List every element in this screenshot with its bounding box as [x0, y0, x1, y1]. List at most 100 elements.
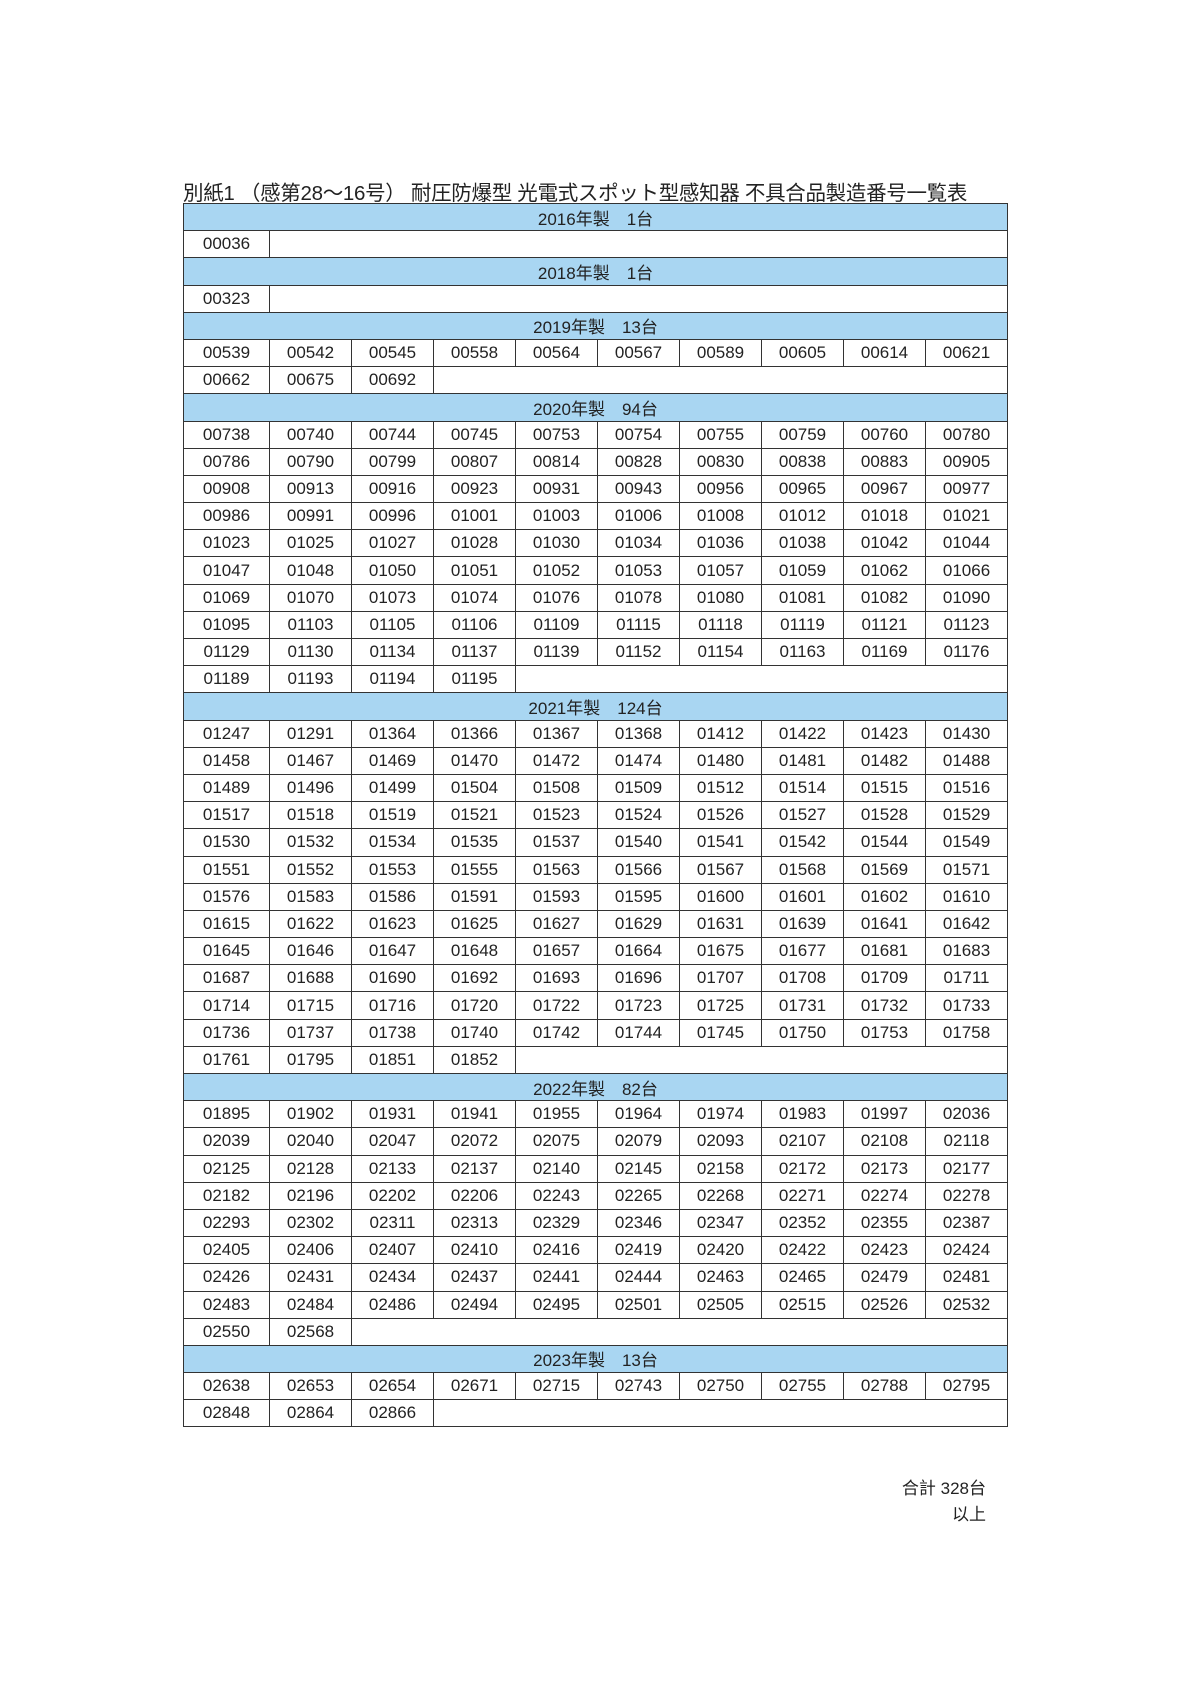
serial-number-cell: 00838	[761, 447, 844, 476]
table-row: 01736 01737 01738 01740 01742 01744 01745 01750…	[183, 1018, 1009, 1047]
table-row: 01095 01103 01105 01106 01109 01115 01118 01119…	[183, 610, 1009, 640]
table-row: 01687 01688 01690 01692 01693 01696 01707 01708…	[183, 964, 1009, 993]
serial-number-cell: 01692	[433, 964, 516, 993]
serial-number-cell: 01532	[269, 828, 352, 857]
serial-number-cell: 01955	[515, 1100, 598, 1129]
section-header-row: 2018年製 1台	[182, 257, 1009, 286]
serial-number-cell: 02206	[433, 1181, 516, 1210]
table-row: 01615 01622 01623 01625 01627 01629 01631 01639…	[183, 909, 1009, 939]
serial-number-cell: 01517	[183, 801, 270, 830]
table-row: 00036	[183, 230, 1009, 259]
serial-number-cell: 01119	[761, 610, 844, 640]
table-row: 01714 01715 01716 01720 01722 01723 01725 01731…	[183, 991, 1009, 1020]
serial-number-cell: 01152	[597, 637, 680, 667]
serial-number-cell: 01134	[351, 637, 434, 667]
serial-number-cell: 02550	[183, 1317, 270, 1346]
serial-number-cell: 02465	[761, 1263, 844, 1292]
serial-number-cell: 01648	[433, 937, 516, 966]
serial-number-cell: 01095	[183, 610, 270, 640]
serial-number-cell: 01736	[183, 1018, 270, 1047]
serial-number-cell: 00675	[269, 366, 352, 395]
serial-number-cell: 00539	[183, 338, 270, 368]
serial-number-cell: 01129	[183, 637, 270, 667]
serial-number-cell: 01753	[843, 1018, 926, 1047]
serial-number-cell: 02484	[269, 1290, 352, 1319]
serial-number-cell: 00558	[433, 338, 516, 368]
serial-number-cell: 02271	[761, 1181, 844, 1210]
serial-number-cell: 01563	[515, 855, 598, 884]
empty-cell	[432, 1399, 1009, 1428]
serial-number-cell: 00883	[843, 447, 926, 476]
serial-number-cell: 02419	[597, 1236, 680, 1265]
serial-number-cell: 01526	[679, 801, 762, 830]
serial-number-cell: 02515	[761, 1290, 844, 1319]
serial-number-cell: 01750	[761, 1018, 844, 1047]
table-row: 01645 01646 01647 01648 01657 01664 01675 01677…	[183, 937, 1009, 966]
serial-number-cell: 01529	[924, 801, 1009, 830]
serial-number-cell: 02653	[269, 1372, 352, 1401]
empty-cell	[432, 366, 1009, 395]
table-row: 02125 02128 02133 02137 02140 02145 02158 02172…	[183, 1154, 1009, 1183]
table-row: 01458 01467 01469 01470 01472 01474 01480 01481…	[183, 746, 1009, 775]
serial-number-cell: 02036	[924, 1100, 1009, 1129]
serial-number-cell: 01247	[183, 719, 270, 748]
serial-number-cell: 01008	[679, 502, 762, 531]
serial-number-cell: 01602	[843, 882, 926, 911]
serial-number-cell: 01625	[433, 909, 516, 939]
serial-number-cell: 02118	[924, 1127, 1009, 1156]
serial-number-cell: 01121	[843, 610, 926, 640]
serial-number-cell: 01542	[761, 828, 844, 857]
serial-number-cell: 01023	[183, 529, 270, 558]
serial-number-cell: 01534	[351, 828, 434, 857]
section-header-row: 2022年製 82台	[182, 1072, 1009, 1102]
serial-number-cell: 00759	[761, 420, 844, 449]
serial-number-cell: 01059	[761, 556, 844, 585]
serial-number-cell: 01154	[679, 637, 762, 667]
serial-number-cell: 01549	[924, 828, 1009, 857]
serial-number-cell: 01070	[269, 583, 352, 612]
serial-number-cell: 01006	[597, 502, 680, 531]
serial-number-cell: 01176	[924, 637, 1009, 667]
serial-number-cell: 02479	[843, 1263, 926, 1292]
serial-number-cell: 01053	[597, 556, 680, 585]
serial-number-cell: 02177	[924, 1154, 1009, 1183]
serial-number-cell: 01631	[679, 909, 762, 939]
serial-number-cell: 00786	[183, 447, 270, 476]
serial-number-cell: 01115	[597, 610, 680, 640]
serial-number-cell: 01364	[351, 719, 434, 748]
serial-number-cell: 02278	[924, 1181, 1009, 1210]
serial-number-cell: 01474	[597, 746, 680, 775]
serial-number-cell: 01622	[269, 909, 352, 939]
serial-number-cell: 02743	[597, 1372, 680, 1401]
serial-number-cell: 02715	[515, 1372, 598, 1401]
serial-number-cell: 01194	[351, 665, 434, 694]
table-row: 00986 00991 00996 01001 01003 01006 01008 01012…	[183, 502, 1009, 531]
serial-number-cell: 02347	[679, 1208, 762, 1238]
section-header-row: 2020年製 94台	[182, 393, 1009, 422]
serial-number-cell: 01508	[515, 773, 598, 803]
serial-number-cell: 01600	[679, 882, 762, 911]
serial-number-cell: 01163	[761, 637, 844, 667]
serial-number-cell: 01051	[433, 556, 516, 585]
serial-number-cell: 02158	[679, 1154, 762, 1183]
serial-number-cell: 00965	[761, 474, 844, 504]
serial-number-cell: 02202	[351, 1181, 434, 1210]
serial-number-cell: 01078	[597, 583, 680, 612]
serial-number-cell: 01714	[183, 991, 270, 1020]
serial-number-cell: 01090	[924, 583, 1009, 612]
serial-number-cell: 01567	[679, 855, 762, 884]
table-row: 02405 02406 02407 02410 02416 02419 02420 02422…	[183, 1236, 1009, 1265]
serial-number-cell: 02182	[183, 1181, 270, 1210]
serial-number-cell: 02501	[597, 1290, 680, 1319]
serial-number-cell: 01515	[843, 773, 926, 803]
serial-number-cell: 01688	[269, 964, 352, 993]
serial-number-cell: 02093	[679, 1127, 762, 1156]
serial-number-cell: 01423	[843, 719, 926, 748]
serial-number-cell: 02311	[351, 1208, 434, 1238]
table-row: 01576 01583 01586 01591 01593 01595 01600 01601…	[183, 882, 1009, 911]
serial-number-cell: 02410	[433, 1236, 516, 1265]
serial-number-cell: 01642	[924, 909, 1009, 939]
serial-number-cell: 02406	[269, 1236, 352, 1265]
serial-number-cell: 01997	[843, 1100, 926, 1129]
serial-number-cell: 01103	[269, 610, 352, 640]
